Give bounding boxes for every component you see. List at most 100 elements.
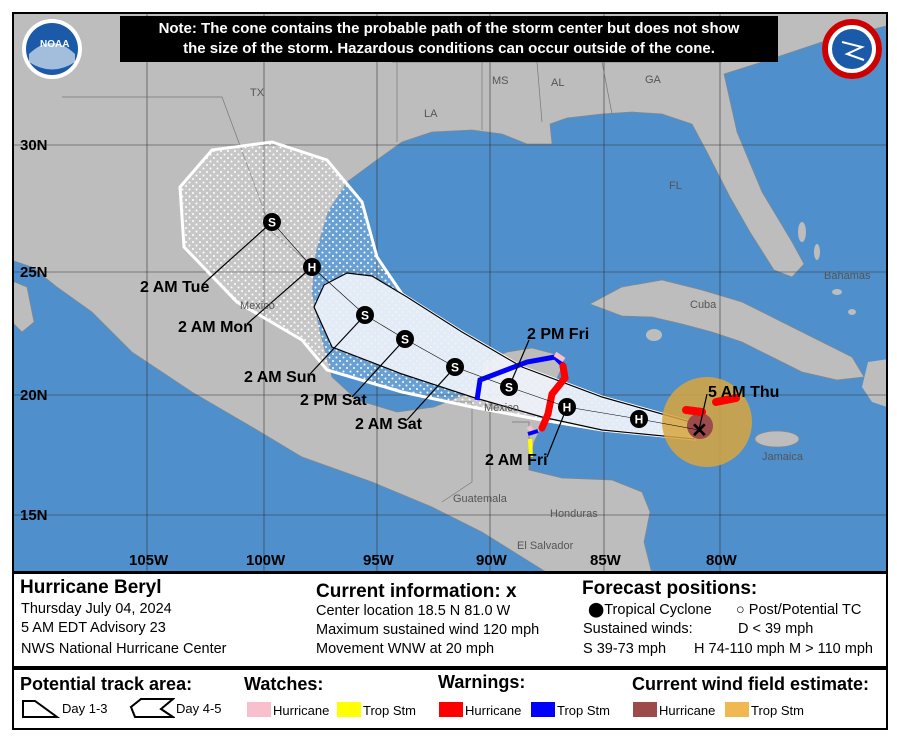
day-4-5-label: Day 4-5 — [176, 701, 222, 716]
note-line-2: the size of the storm. Hazardous conditi… — [183, 40, 715, 57]
forecast-title: Forecast positions: — [582, 578, 758, 599]
place-tx: TX — [250, 87, 265, 99]
track-point-marker — [558, 398, 576, 416]
track-area-title: Potential track area: — [20, 674, 193, 694]
map: S H S S S S H H ✕ 2 AM Tue 2 AM Mon 2 AM Sun 2 … — [12, 12, 888, 573]
svg-text:NOAA: NOAA — [40, 39, 69, 50]
place-honduras: Honduras — [550, 508, 598, 520]
ts-watch-label: Trop Stm — [363, 703, 416, 718]
hurricane-warning-yucatan — [538, 362, 569, 432]
hurricane-warning-swatch — [439, 702, 463, 717]
label-2am-tue: 2 AM Tue — [140, 279, 209, 296]
wind-ts-swatch — [725, 702, 749, 717]
place-labels: TX LA MS AL GA FL Mexico Mexico Cuba Bah… — [240, 74, 871, 552]
lon-100w: 100W — [246, 552, 286, 569]
track-point-intensity: H — [563, 401, 572, 415]
label-2pm-fri: 2 PM Fri — [527, 326, 589, 343]
wind-hurricane-label: Hurricane — [659, 703, 716, 718]
place-la: LA — [424, 108, 438, 120]
wind-h: H 74-110 mph — [694, 641, 785, 657]
place-mexico-yucatan: Mexico — [484, 402, 519, 414]
ts-warning-south — [527, 429, 539, 436]
info-panel: Hurricane Beryl Thursday July 04, 2024 5… — [12, 572, 888, 668]
current-position-marker: ✕ — [691, 420, 708, 442]
place-cuba: Cuba — [690, 299, 717, 311]
bahamas-islands — [790, 222, 856, 315]
land-jamaica — [754, 430, 800, 448]
legend-post-tc: ○ Post/Potential TC — [736, 602, 862, 618]
track-point-marker — [263, 213, 281, 231]
cone-day-1-3 — [313, 272, 695, 440]
issuing-center: NWS National Hurricane Center — [21, 641, 227, 657]
sustained-winds-label: Sustained winds: — [583, 621, 693, 637]
track-point-marker — [396, 330, 414, 348]
note-line-1: Note: The cone contains the probable pat… — [158, 20, 740, 37]
advisory: 5 AM EDT Advisory 23 — [21, 620, 166, 636]
track-point-intensity: S — [505, 381, 513, 395]
hurricane-warning-cayman — [682, 394, 740, 416]
hurricane-watch-label: Hurricane — [273, 703, 330, 718]
track-point-marker — [500, 378, 518, 396]
track-point-marker — [303, 258, 321, 276]
label-2am-fri: 2 AM Fri — [485, 452, 548, 469]
label-2am-sat: 2 AM Sat — [355, 416, 423, 433]
place-guatemala: Guatemala — [453, 493, 508, 505]
forecast-track: S H S S S S H H — [263, 213, 700, 431]
track-point-marker — [356, 306, 374, 324]
ts-warning-label: Trop Stm — [557, 703, 610, 718]
day-4-5-icon — [129, 698, 175, 718]
place-fl: FL — [669, 180, 682, 192]
warnings-title: Warnings: — [438, 672, 526, 692]
nws-logo — [822, 19, 882, 79]
day-1-3-label: Day 1-3 — [62, 701, 108, 716]
max-wind: Maximum sustained wind 120 mph — [316, 622, 540, 638]
land-baja — [14, 281, 35, 333]
track-point-marker — [630, 410, 648, 428]
ts-watch-swatch — [337, 702, 361, 717]
legend-tropical-cyclone: ⬤Tropical Cyclone — [588, 602, 712, 618]
place-ga: GA — [645, 74, 662, 86]
place-mexico: Mexico — [240, 300, 275, 312]
lon-90w: 90W — [476, 552, 508, 569]
time-labels: 2 AM Tue 2 AM Mon 2 AM Sun 2 PM Sat 2 AM… — [140, 279, 779, 469]
wind-field-title: Current wind field estimate: — [632, 674, 870, 694]
center-location: Center location 18.5 N 81.0 W — [316, 603, 511, 619]
label-5am-thu: 5 AM Thu — [708, 384, 779, 401]
map-canvas: S H S S S S H H ✕ 2 AM Tue 2 AM Mon 2 AM Sun 2 … — [14, 14, 886, 571]
cone-note: Note: The cone contains the probable pat… — [120, 16, 778, 62]
watches-title: Watches: — [244, 674, 324, 694]
place-jamaica: Jamaica — [762, 451, 804, 463]
lat-20n: 20N — [20, 387, 48, 404]
lon-80w: 80W — [706, 552, 738, 569]
current-info-title: Current information: x — [316, 581, 517, 602]
wind-ts-label: Trop Stm — [751, 703, 804, 718]
track-point-intensity: S — [361, 309, 369, 323]
label-2am-sun: 2 AM Sun — [244, 369, 316, 386]
hurricane-warning-label: Hurricane — [465, 703, 522, 718]
place-al: AL — [551, 77, 564, 89]
land-isle-of-youth — [646, 329, 662, 341]
ts-warning-swatch — [531, 702, 555, 717]
track-point-intensity: H — [635, 413, 644, 427]
lat-25n: 25N — [20, 264, 48, 281]
wind-d: D < 39 mph — [738, 621, 814, 637]
hurricane-watch-swatch — [247, 702, 271, 717]
hurricane-watch — [526, 351, 566, 432]
place-bahamas: Bahamas — [824, 270, 871, 282]
storm-date: Thursday July 04, 2024 — [21, 601, 172, 617]
axis-labels: 30N 25N 20N 15N 105W 100W 95W 90W 85W 80… — [20, 137, 738, 569]
label-2am-mon: 2 AM Mon — [178, 319, 253, 336]
filled-circle-icon: ⬤ — [588, 602, 605, 618]
track-point-marker — [446, 358, 464, 376]
storm-name: Hurricane Beryl — [20, 577, 162, 598]
label-2pm-sat: 2 PM Sat — [300, 392, 367, 409]
place-el-salvador: El Salvador — [517, 540, 574, 552]
track-point-intensity: S — [401, 333, 409, 347]
legend-panel: Potential track area: Day 1-3 Day 4-5 Wa… — [12, 668, 888, 730]
day-1-3-icon — [22, 700, 61, 718]
track-point-intensity: S — [268, 216, 276, 230]
track-point-intensity: S — [451, 361, 459, 375]
place-ms: MS — [492, 75, 509, 87]
wind-s: S 39-73 mph — [583, 641, 667, 657]
